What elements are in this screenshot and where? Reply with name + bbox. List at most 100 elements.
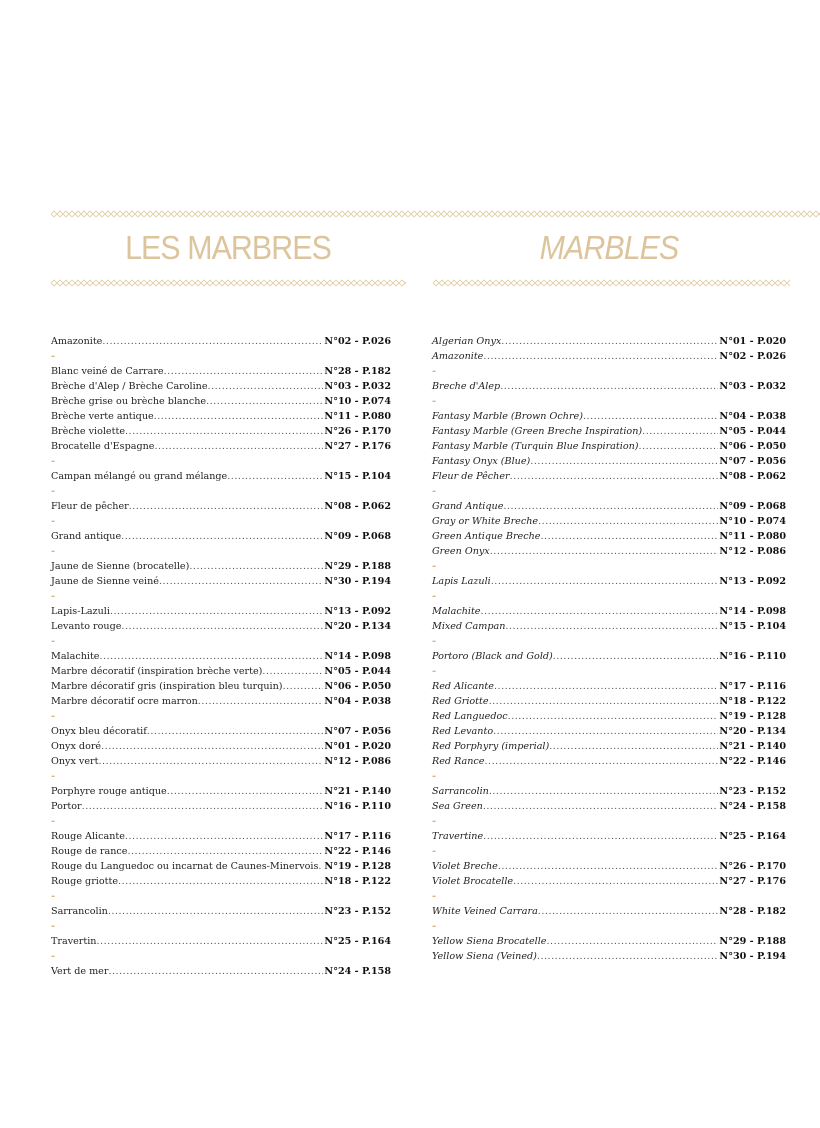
index-entry: Fantasy Marble (Brown Ochre) N°04 - P.038 [432,409,786,424]
entry-reference: N°12 - P.086 [719,546,786,557]
index-entry: Travertine N°25 - P.164 [432,829,786,844]
dot-leader [546,934,718,949]
index-entry: Onyx doré N°01 - P.020 [51,739,391,754]
dot-leader [483,799,719,814]
entry-reference: N°18 - P.122 [719,696,786,707]
index-entry: Gray or White Breche N°10 - P.074 [432,514,786,529]
entry-reference: N°02 - P.026 [719,351,786,362]
entry-name: Rouge Alicante [51,831,125,842]
dot-leader [483,829,718,844]
entry-name: Lapis Lazuli [432,576,491,587]
entry-reference: N°28 - P.182 [719,906,786,917]
entry-name: Red Languedoc [432,711,508,722]
group-separator: - [51,771,56,782]
dot-leader [642,424,718,439]
dot-leader [494,679,718,694]
entry-reference: N°10 - P.074 [719,516,786,527]
entry-reference: N°08 - P.062 [324,501,391,512]
index-entry: Algerian Onyx N°01 - P.020 [432,334,786,349]
index-entry: Rouge Alicante N°17 - P.116 [51,829,391,844]
index-entry: Fantasy Onyx (Blue) N°07 - P.056 [432,454,786,469]
entry-reference: N°14 - P.098 [719,606,786,617]
dot-leader [538,904,719,919]
entry-reference: N°08 - P.062 [719,471,786,482]
dot-leader [491,574,719,589]
group-separator: - [51,711,56,722]
group-separator: - [432,396,437,407]
index-entry: Brocatelle d'Espagne N°27 - P.176 [51,439,391,454]
dot-leader [167,784,324,799]
index-entry: Lapis Lazuli N°13 - P.092 [432,574,786,589]
entry-name: Amazonite [51,336,103,347]
dot-leader [489,694,719,709]
index-entry: Levanto rouge N°20 - P.134 [51,619,391,634]
index-entry: Violet Brocatelle N°27 - P.176 [432,874,786,889]
entry-reference: N°23 - P.152 [719,786,786,797]
dot-leader [262,664,323,679]
dot-leader [189,559,323,574]
entry-reference: N°18 - P.122 [324,876,391,887]
dot-leader [493,724,718,739]
dot-leader [118,874,323,889]
entry-reference: N°30 - P.194 [324,576,391,587]
index-entry: Rouge de rance N°22 - P.146 [51,844,391,859]
entry-reference: N°03 - P.032 [719,381,786,392]
right-ornament-band [433,279,790,287]
group-separator: - [51,486,56,497]
entry-name: Portoro (Black and Gold) [432,651,553,662]
dot-leader [530,454,718,469]
entry-reference: N°05 - P.044 [324,666,391,677]
group-separator: - [432,846,437,857]
group-separator: - [432,921,437,932]
entry-name: Brèche verte antique [51,411,154,422]
entry-name: Vert de mer [51,966,109,977]
entry-reference: N°26 - P.170 [719,861,786,872]
entry-name: Levanto rouge [51,621,122,632]
index-entry: Red Porphyry (imperial) N°21 - P.140 [432,739,786,754]
index-entry: Brèche d'Alep / Brèche Caroline N°03 - P.… [51,379,391,394]
dot-leader [480,604,718,619]
index-entry: Red Griotte N°18 - P.122 [432,694,786,709]
entry-name: Red Porphyry (imperial) [432,741,550,752]
index-entry: Red Alicante N°17 - P.116 [432,679,786,694]
dot-leader [108,904,324,919]
entry-reference: N°13 - P.092 [719,576,786,587]
entry-reference: N°22 - P.146 [719,756,786,767]
entry-reference: N°22 - P.146 [324,846,391,857]
dot-leader [198,694,324,709]
entry-reference: N°27 - P.176 [324,441,391,452]
group-separator: - [432,561,437,572]
entry-name: Onyx doré [51,741,102,752]
entry-reference: N°07 - P.056 [324,726,391,737]
dot-leader [540,529,718,544]
dot-leader [127,844,323,859]
entry-reference: N°02 - P.026 [324,336,391,347]
dot-leader [503,499,718,514]
entry-name: Grand Antique [432,501,504,512]
entry-name: Green Onyx [432,546,490,557]
entry-reference: N°27 - P.176 [719,876,786,887]
dot-leader [206,394,323,409]
index-entry: Red Levanto N°20 - P.134 [432,724,786,739]
index-entry: Green Antique Breche N°11 - P.080 [432,529,786,544]
entry-name: Violet Breche [432,861,498,872]
dot-leader [501,334,718,349]
entry-reference: N°29 - P.188 [324,561,391,572]
entry-reference: N°20 - P.134 [719,726,786,737]
group-separator: - [51,636,56,647]
entry-reference: N°03 - P.032 [324,381,391,392]
entry-reference: N°16 - P.110 [324,801,391,812]
entry-reference: N°11 - P.080 [719,531,786,542]
group-separator: - [432,591,437,602]
entry-name: Porphyre rouge antique [51,786,167,797]
group-separator: - [51,951,56,962]
group-separator: - [51,456,56,467]
entry-name: Lapis-Lazuli [51,606,110,617]
entry-name: Rouge de rance [51,846,128,857]
dot-leader [82,799,324,814]
entry-name: Campan mélangé ou grand mélange [51,471,228,482]
entry-reference: N°28 - P.182 [324,366,391,377]
index-entry: Yellow Siena (Veined) N°30 - P.194 [432,949,786,964]
entry-name: Red Griotte [432,696,489,707]
entry-name: Travertine [432,831,484,842]
